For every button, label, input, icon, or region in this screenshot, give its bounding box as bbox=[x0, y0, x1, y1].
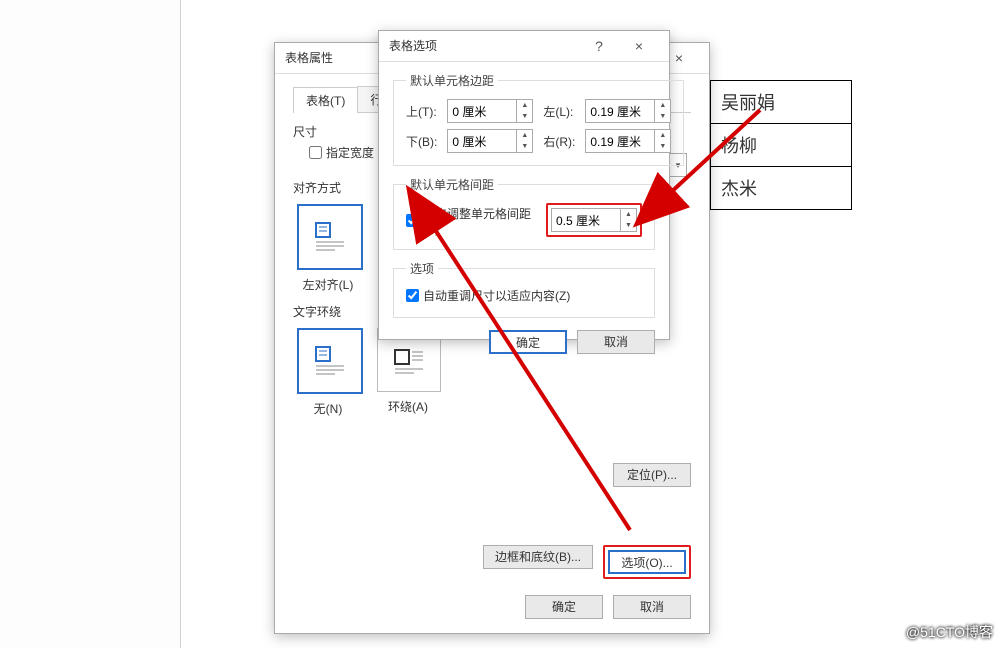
help-icon[interactable]: ? bbox=[579, 31, 619, 61]
props-cancel-button[interactable]: 取消 bbox=[613, 595, 691, 619]
table-row: 杰米 bbox=[711, 167, 852, 210]
allow-spacing-checkbox[interactable]: 允许调整单元格间距(S) bbox=[406, 205, 536, 236]
dialog-titlebar: 表格选项 ? × bbox=[379, 31, 669, 62]
table-options-dialog: 表格选项 ? × 默认单元格边距 上(T): ▲▼ 左(L): ▲▼ 下(B):… bbox=[378, 30, 670, 340]
margin-bottom-label: 下(B): bbox=[406, 133, 437, 150]
spin-down-icon: ▼ bbox=[517, 111, 532, 122]
cell-spacing-group: 默认单元格间距 允许调整单元格间距(S) ▲▼ bbox=[393, 176, 655, 250]
wrap-none-option[interactable]: 无(N) bbox=[297, 328, 359, 417]
position-button[interactable]: 定位(P)... bbox=[613, 463, 691, 487]
preferred-width-checkbox[interactable]: 指定宽度 bbox=[309, 144, 374, 161]
props-ok-button[interactable]: 确定 bbox=[525, 595, 603, 619]
opts-ok-button[interactable]: 确定 bbox=[489, 330, 567, 354]
options-group: 选项 自动重调尺寸以适应内容(Z) bbox=[393, 260, 655, 318]
margin-left-label: 左(L): bbox=[543, 103, 575, 120]
cell-spacing-input[interactable]: ▲▼ bbox=[551, 208, 637, 232]
margin-top-label: 上(T): bbox=[406, 103, 437, 120]
watermark: @51CTO博客 bbox=[906, 622, 993, 642]
tab-table[interactable]: 表格(T) bbox=[293, 87, 358, 113]
cell-text: 吴丽娟 bbox=[721, 93, 775, 113]
default-margins-group: 默认单元格边距 上(T): ▲▼ 左(L): ▲▼ 下(B): ▲▼ 右(R):… bbox=[393, 72, 684, 166]
margin-top-input[interactable]: ▲▼ bbox=[447, 99, 533, 123]
margin-bottom-input[interactable]: ▲▼ bbox=[447, 129, 533, 153]
margin-right-input[interactable]: ▲▼ bbox=[585, 129, 671, 153]
margin-right-label: 右(R): bbox=[543, 133, 575, 150]
table-row: 杨柳 bbox=[711, 124, 852, 167]
align-left-option[interactable]: 左对齐(L) bbox=[297, 204, 359, 293]
close-icon[interactable]: × bbox=[619, 31, 659, 61]
borders-shading-button[interactable]: 边框和底纹(B)... bbox=[483, 545, 593, 569]
dialog-title: 表格选项 bbox=[389, 31, 579, 61]
autofit-checkbox[interactable]: 自动重调尺寸以适应内容(Z) bbox=[406, 287, 570, 304]
document-table: 吴丽娟 杨柳 杰米 bbox=[710, 80, 852, 210]
cell-text: 杰米 bbox=[721, 179, 757, 199]
opts-cancel-button[interactable]: 取消 bbox=[577, 330, 655, 354]
margin-left-input[interactable]: ▲▼ bbox=[585, 99, 671, 123]
options-button[interactable]: 选项(O)... bbox=[608, 550, 686, 574]
spin-up-icon: ▲ bbox=[517, 100, 532, 111]
table-row: 吴丽娟 bbox=[711, 81, 852, 124]
cell-text: 杨柳 bbox=[721, 136, 757, 156]
